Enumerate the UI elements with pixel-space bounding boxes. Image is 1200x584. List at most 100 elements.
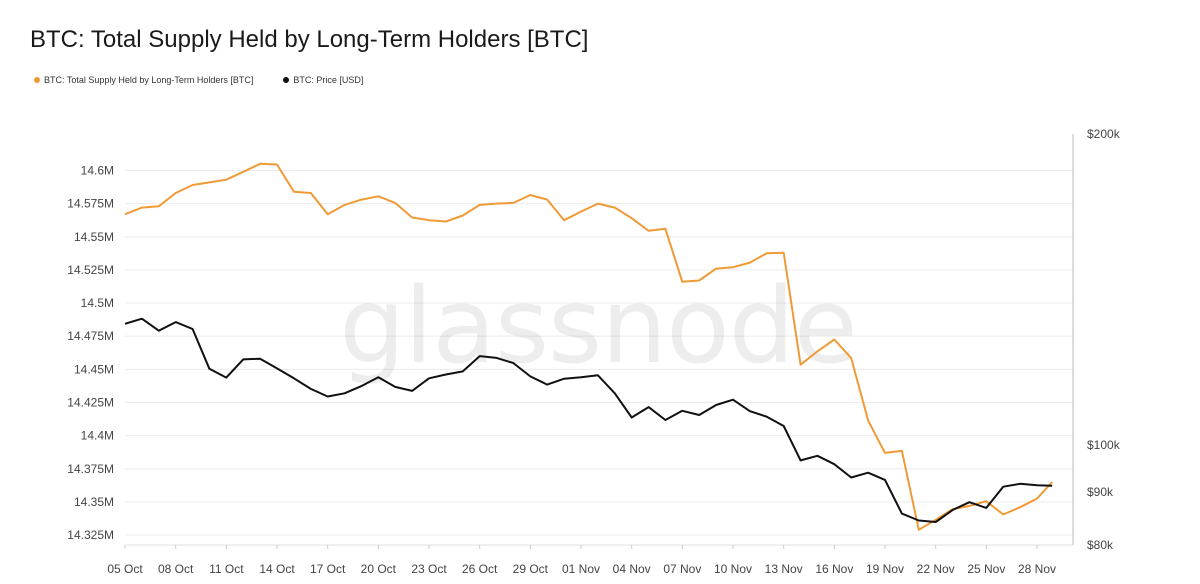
data-point-lth-supply[interactable] xyxy=(375,193,381,199)
data-point-price[interactable] xyxy=(764,414,770,420)
data-point-lth-supply[interactable] xyxy=(139,205,145,211)
data-point-price[interactable] xyxy=(544,382,550,388)
data-point-lth-supply[interactable] xyxy=(679,279,685,285)
data-point-price[interactable] xyxy=(460,368,466,374)
data-point-price[interactable] xyxy=(206,366,212,372)
data-point-lth-supply[interactable] xyxy=(156,203,162,209)
data-point-lth-supply[interactable] xyxy=(561,217,567,223)
data-point-lth-supply[interactable] xyxy=(899,448,905,454)
data-point-price[interactable] xyxy=(933,519,939,525)
data-point-price[interactable] xyxy=(510,360,516,366)
data-point-price[interactable] xyxy=(612,390,618,396)
data-point-lth-supply[interactable] xyxy=(865,417,871,423)
data-point-price[interactable] xyxy=(814,453,820,459)
data-point-lth-supply[interactable] xyxy=(342,202,348,208)
data-point-lth-supply[interactable] xyxy=(223,177,229,183)
data-point-lth-supply[interactable] xyxy=(1017,504,1023,510)
data-point-price[interactable] xyxy=(578,374,584,380)
data-point-price[interactable] xyxy=(1049,483,1055,489)
data-point-price[interactable] xyxy=(781,423,787,429)
data-point-price[interactable] xyxy=(950,507,956,513)
data-point-price[interactable] xyxy=(223,375,229,381)
data-point-price[interactable] xyxy=(257,356,263,362)
data-point-price[interactable] xyxy=(561,376,567,382)
data-point-price[interactable] xyxy=(983,505,989,511)
data-point-lth-supply[interactable] xyxy=(578,209,584,215)
data-point-price[interactable] xyxy=(713,402,719,408)
data-point-lth-supply[interactable] xyxy=(595,201,601,207)
data-point-lth-supply[interactable] xyxy=(308,190,314,196)
data-point-lth-supply[interactable] xyxy=(848,355,854,361)
data-point-lth-supply[interactable] xyxy=(527,192,533,198)
legend-item-price[interactable]: BTC: Price [USD] xyxy=(283,75,363,85)
data-point-lth-supply[interactable] xyxy=(696,278,702,284)
data-point-price[interactable] xyxy=(477,353,483,359)
data-point-lth-supply[interactable] xyxy=(494,201,500,207)
data-point-price[interactable] xyxy=(375,374,381,380)
data-point-lth-supply[interactable] xyxy=(730,264,736,270)
data-point-price[interactable] xyxy=(325,393,331,399)
data-point-lth-supply[interactable] xyxy=(781,250,787,256)
data-point-lth-supply[interactable] xyxy=(629,215,635,221)
data-point-price[interactable] xyxy=(899,511,905,517)
data-point-lth-supply[interactable] xyxy=(122,211,128,217)
data-point-price[interactable] xyxy=(291,375,297,381)
data-point-price[interactable] xyxy=(916,517,922,523)
data-point-price[interactable] xyxy=(662,417,668,423)
data-point-lth-supply[interactable] xyxy=(798,362,804,368)
data-point-price[interactable] xyxy=(409,388,415,394)
data-point-price[interactable] xyxy=(190,326,196,332)
data-point-lth-supply[interactable] xyxy=(983,498,989,504)
data-point-price[interactable] xyxy=(696,412,702,418)
data-point-lth-supply[interactable] xyxy=(764,250,770,256)
data-point-lth-supply[interactable] xyxy=(662,226,668,232)
data-point-price[interactable] xyxy=(1034,482,1040,488)
data-point-price[interactable] xyxy=(527,373,533,379)
data-point-lth-supply[interactable] xyxy=(612,205,618,211)
data-point-lth-supply[interactable] xyxy=(206,179,212,185)
data-point-price[interactable] xyxy=(1000,484,1006,490)
data-point-lth-supply[interactable] xyxy=(392,200,398,206)
data-point-lth-supply[interactable] xyxy=(426,217,432,223)
data-point-price[interactable] xyxy=(629,415,635,421)
data-point-lth-supply[interactable] xyxy=(916,527,922,533)
data-point-price[interactable] xyxy=(240,356,246,362)
data-point-price[interactable] xyxy=(494,355,500,361)
data-point-lth-supply[interactable] xyxy=(544,197,550,203)
data-point-price[interactable] xyxy=(679,408,685,414)
data-point-lth-supply[interactable] xyxy=(291,189,297,195)
series-line-lth-supply[interactable] xyxy=(124,162,1053,531)
data-point-price[interactable] xyxy=(274,365,280,371)
legend-item-lth-supply[interactable]: BTC: Total Supply Held by Long-Term Hold… xyxy=(34,75,253,85)
data-point-price[interactable] xyxy=(173,319,179,325)
data-point-lth-supply[interactable] xyxy=(274,161,280,167)
data-point-price[interactable] xyxy=(443,371,449,377)
data-point-price[interactable] xyxy=(730,397,736,403)
data-point-lth-supply[interactable] xyxy=(240,169,246,175)
data-point-lth-supply[interactable] xyxy=(831,337,837,343)
data-point-lth-supply[interactable] xyxy=(882,450,888,456)
data-point-price[interactable] xyxy=(747,408,753,414)
data-point-price[interactable] xyxy=(646,404,652,410)
data-point-lth-supply[interactable] xyxy=(1000,512,1006,518)
data-point-price[interactable] xyxy=(358,383,364,389)
data-point-lth-supply[interactable] xyxy=(814,348,820,354)
data-point-price[interactable] xyxy=(139,316,145,322)
data-point-lth-supply[interactable] xyxy=(257,161,263,167)
data-point-price[interactable] xyxy=(426,375,432,381)
data-point-lth-supply[interactable] xyxy=(325,211,331,217)
data-point-price[interactable] xyxy=(308,386,314,392)
data-point-price[interactable] xyxy=(882,477,888,483)
data-point-lth-supply[interactable] xyxy=(747,260,753,266)
data-point-price[interactable] xyxy=(1017,481,1023,487)
data-point-lth-supply[interactable] xyxy=(190,182,196,188)
data-point-price[interactable] xyxy=(798,457,804,463)
data-point-lth-supply[interactable] xyxy=(477,202,483,208)
series-line-price[interactable] xyxy=(124,317,1053,523)
data-point-lth-supply[interactable] xyxy=(1034,496,1040,502)
data-point-lth-supply[interactable] xyxy=(443,219,449,225)
data-point-price[interactable] xyxy=(831,461,837,467)
data-point-price[interactable] xyxy=(595,372,601,378)
data-point-price[interactable] xyxy=(865,470,871,476)
